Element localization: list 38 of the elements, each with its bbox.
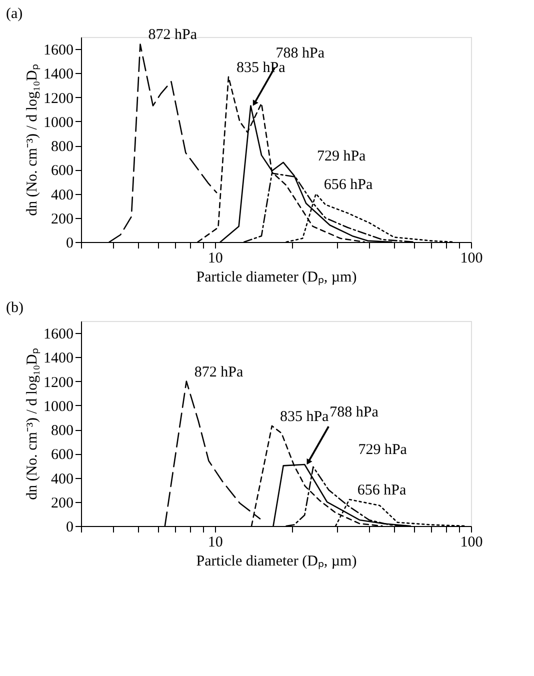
series-label: 872 hPa bbox=[148, 27, 198, 44]
y-axis-title: dn (No. cm⁻³) / d log₁₀Dₚ bbox=[24, 64, 40, 216]
y-tick-label: 1400 bbox=[44, 66, 74, 83]
y-axis-title: dn (No. cm⁻³) / d log₁₀Dₚ bbox=[24, 348, 40, 500]
y-tick-label: 1400 bbox=[44, 350, 74, 367]
y-tick-label: 0 bbox=[66, 236, 74, 252]
y-tick-label: 800 bbox=[51, 423, 74, 440]
x-axis-title: Particle diameter (Dₚ, µm) bbox=[196, 270, 357, 286]
series-label: 656 hPa bbox=[324, 176, 374, 193]
y-tick-label: 0 bbox=[66, 520, 74, 536]
chart-title: (a) bbox=[6, 6, 23, 22]
x-tick-label: 100 bbox=[460, 250, 483, 266]
y-tick-label: 600 bbox=[51, 163, 74, 180]
y-tick-label: 1200 bbox=[44, 90, 74, 107]
series-label: 872 hPa bbox=[194, 364, 244, 380]
series-label: 729 hPa bbox=[316, 148, 366, 164]
x-tick-label: 10 bbox=[208, 534, 223, 550]
text: 788 hPa bbox=[276, 46, 325, 62]
y-tick-label: 1000 bbox=[44, 398, 74, 415]
y-tick-label: 200 bbox=[51, 211, 74, 228]
series-label: 656 hPa bbox=[357, 482, 406, 498]
text: 788 hPa bbox=[330, 404, 379, 420]
y-tick-label: 1600 bbox=[44, 42, 74, 59]
y-tick-label: 800 bbox=[51, 139, 74, 156]
x-tick-label: 100 bbox=[460, 534, 483, 550]
chart-title: (b) bbox=[6, 300, 24, 316]
y-tick-label: 600 bbox=[51, 447, 74, 464]
y-tick-label: 200 bbox=[51, 495, 74, 512]
series-label: 835 hPa bbox=[280, 408, 330, 425]
y-tick-label: 1000 bbox=[44, 114, 74, 131]
y-tick-label: 400 bbox=[51, 471, 74, 488]
x-tick-label: 10 bbox=[208, 250, 223, 266]
y-tick-label: 400 bbox=[51, 187, 74, 204]
y-tick-label: 1600 bbox=[44, 326, 74, 343]
text: 729 hPa bbox=[358, 442, 408, 458]
series-label: 835 hPa bbox=[236, 60, 286, 76]
x-axis-title: Particle diameter (Dₚ, µm) bbox=[196, 554, 357, 570]
y-tick-label: 1200 bbox=[44, 374, 74, 391]
